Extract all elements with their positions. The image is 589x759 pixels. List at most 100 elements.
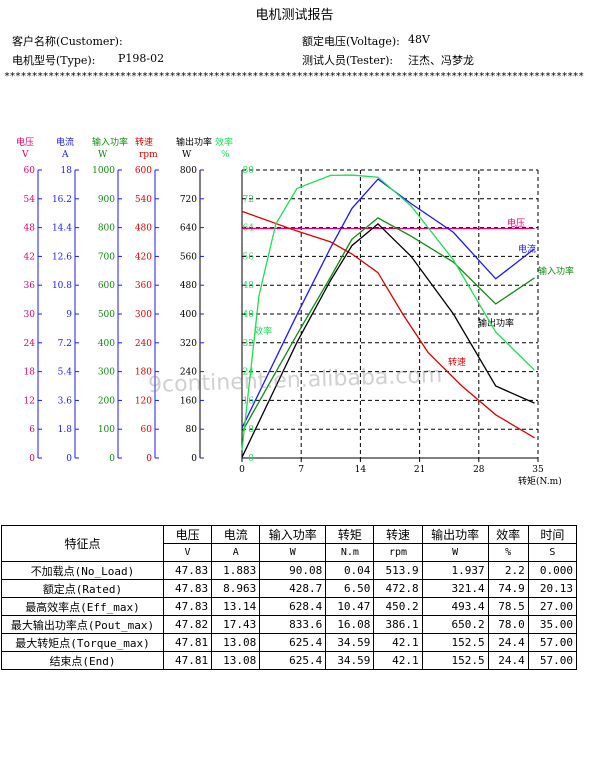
table-cell: 472.8 xyxy=(373,579,423,598)
y-tick-label: 18 xyxy=(24,368,36,378)
series-3-label: 转速 xyxy=(448,356,466,368)
results-table: 特征点 电压 电流 输入功率 转矩 转速 输出功率 效率 时间 V A W N.m rpm W% S 不加载点… xyxy=(1,525,578,670)
table-row: 最高效率点(Eff_max) 47.83 13.14 628.4 10.47 450.2 4… xyxy=(1,597,578,616)
y-tick-label: 48 xyxy=(24,224,36,234)
y-tick-label: 1.8 xyxy=(58,425,73,435)
y-tick-label: 100 xyxy=(98,425,115,435)
series-3-line xyxy=(241,210,535,439)
table-cell: 34.59 xyxy=(325,651,375,670)
x-tick-label: 21 xyxy=(414,465,425,475)
table-row: 结束点(End) 47.81 13.08 625.4 34.59 42.1 152.5 24.… xyxy=(1,651,578,670)
table-cell: 13.08 xyxy=(211,633,261,652)
y-axis-0-name: 电压 xyxy=(16,136,34,148)
table-cell: 57.00 xyxy=(527,633,578,652)
table-cell: 78.0 xyxy=(487,615,529,634)
y-axis-5-unit: % xyxy=(221,150,230,160)
y-axis-1-name: 电流 xyxy=(56,136,74,148)
y-tick-label: 600 xyxy=(135,166,152,176)
table-cell: 152.5 xyxy=(421,651,489,670)
y-tick-label: 12 xyxy=(24,396,35,406)
y-tick-label: 480 xyxy=(180,281,197,291)
series-1-line xyxy=(241,178,535,429)
row-label: 结束点(End) xyxy=(1,651,164,670)
table-column-unit: W xyxy=(259,543,327,562)
table-row: 最大转矩点(Torque_max) 47.81 13.08 625.4 34.59 42.… xyxy=(1,633,578,652)
y-tick-label: 180 xyxy=(135,368,152,378)
table-cell: 57.00 xyxy=(527,651,578,670)
y-tick-label: 80 xyxy=(243,166,255,176)
y-tick-label: 60 xyxy=(24,166,36,176)
y-axis-5-name: 效率 xyxy=(215,136,233,148)
y-tick-label: 200 xyxy=(98,396,115,406)
table-cell: 8.963 xyxy=(211,579,261,598)
table-cell: 0.000 xyxy=(527,561,578,580)
y-tick-label: 300 xyxy=(98,368,115,378)
type-value: P198-02 xyxy=(118,52,165,65)
table-cell: 1.883 xyxy=(211,561,261,580)
y-tick-label: 60 xyxy=(141,425,153,435)
row-label: 最高效率点(Eff_max) xyxy=(1,597,164,616)
table-column-unit: % xyxy=(487,543,529,562)
x-tick-label: 35 xyxy=(532,465,544,475)
table-column-header: 时间 xyxy=(527,525,578,544)
series-4-label: 输出功率 xyxy=(478,317,514,329)
y-tick-label: 540 xyxy=(135,195,152,205)
table-column-header: 电流 xyxy=(211,525,261,544)
y-tick-label: 54 xyxy=(24,195,36,205)
y-tick-label: 40 xyxy=(243,310,255,320)
series-0-label: 电压 xyxy=(507,217,525,229)
table-column-header: 转矩 xyxy=(325,525,375,544)
table-cell: 13.14 xyxy=(211,597,261,616)
table-cell: 450.2 xyxy=(373,597,423,616)
series-5-line xyxy=(241,174,535,451)
y-tick-label: 6 xyxy=(29,425,35,435)
tester-value: 汪杰、冯梦龙 xyxy=(408,54,474,67)
table-cell: 625.4 xyxy=(259,651,327,670)
table-cell: 6.50 xyxy=(325,579,375,598)
table-column-header: 输出功率 xyxy=(421,525,489,544)
y-tick-label: 30 xyxy=(24,310,36,320)
table-cell: 17.43 xyxy=(211,615,261,634)
y-tick-label: 72 xyxy=(243,195,254,205)
table-cell: 625.4 xyxy=(259,633,327,652)
table-column-header: 输入功率 xyxy=(259,525,327,544)
y-axis-3-name: 转速 xyxy=(135,136,153,148)
table-row: 不加载点(No_Load) 47.83 1.883 90.08 0.04 513.9 1.9… xyxy=(1,561,578,580)
report-title: 电机测试报告 xyxy=(255,8,334,23)
y-tick-label: 18 xyxy=(61,166,73,176)
table-column-unit: rpm xyxy=(373,543,423,562)
y-tick-label: 36 xyxy=(24,281,36,291)
table-cell: 47.81 xyxy=(162,651,213,670)
y-tick-label: 0 xyxy=(248,454,254,464)
table-cell: 24.4 xyxy=(487,633,529,652)
separator-stars: ****************************************… xyxy=(4,71,584,82)
y-tick-label: 80 xyxy=(186,425,198,435)
series-1-label: 电流 xyxy=(518,243,536,255)
y-axis-3-unit: rpm xyxy=(139,150,158,160)
y-tick-label: 0 xyxy=(29,454,35,464)
x-tick-label: 0 xyxy=(239,465,245,475)
table-cell: 2.2 xyxy=(487,561,529,580)
y-tick-label: 500 xyxy=(98,310,115,320)
table-cell: 1.937 xyxy=(421,561,489,580)
table-cell: 35.00 xyxy=(527,615,578,634)
y-tick-label: 800 xyxy=(180,166,197,176)
table-column-header: 转速 xyxy=(373,525,423,544)
y-tick-label: 24 xyxy=(243,368,255,378)
y-tick-label: 420 xyxy=(135,252,152,262)
table-column-header: 效率 xyxy=(487,525,529,544)
table-cell: 74.9 xyxy=(487,579,529,598)
y-tick-label: 300 xyxy=(135,310,152,320)
table-cell: 650.2 xyxy=(421,615,489,634)
y-tick-label: 120 xyxy=(135,396,152,406)
y-tick-label: 600 xyxy=(98,281,115,291)
motor-curve-chart: 0 7 14 21 28 35转矩(N.m)电压V60544842363024181260… xyxy=(16,136,574,487)
table-cell: 321.4 xyxy=(421,579,489,598)
series-5-label: 效率 xyxy=(254,325,272,337)
table-row: 最大输出功率点(Pout_max) 47.82 17.43 833.6 16.08 386… xyxy=(1,615,578,634)
table-cell: 34.59 xyxy=(325,633,375,652)
y-tick-label: 0 xyxy=(109,454,115,464)
table-cell: 152.5 xyxy=(421,633,489,652)
row-label: 最大转矩点(Torque_max) xyxy=(1,633,164,652)
table-cell: 628.4 xyxy=(259,597,327,616)
